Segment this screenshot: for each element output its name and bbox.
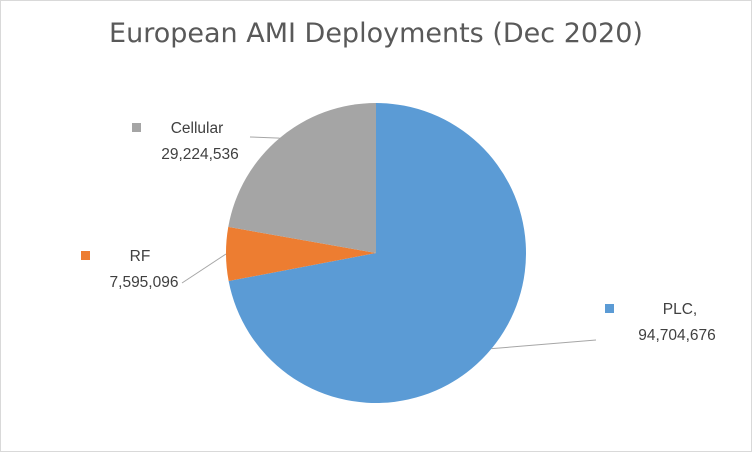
pie-slice-cellular bbox=[228, 103, 376, 253]
cellular-label-name: Cellular bbox=[171, 120, 224, 137]
plc-label-value: 94,704,676 bbox=[638, 327, 716, 344]
chart-title: European AMI Deployments (Dec 2020) bbox=[109, 18, 643, 49]
pie-slice-plc bbox=[228, 103, 527, 404]
cellular-legend-key bbox=[132, 123, 141, 132]
pie-slice-rf bbox=[226, 226, 376, 282]
cellular-label-value: 29,224,536 bbox=[161, 146, 239, 163]
leader-lines bbox=[181, 136, 597, 350]
rf-label-name: RF bbox=[130, 248, 151, 265]
rf-label-value: 7,595,096 bbox=[110, 274, 179, 291]
data-label-rf: RF 7,595,096 bbox=[81, 248, 178, 291]
data-label-cellular: Cellular 29,224,536 bbox=[132, 120, 239, 163]
plc-label-name: PLC, bbox=[663, 301, 697, 318]
leader-line-plc bbox=[491, 339, 597, 350]
leader-line-rf bbox=[181, 253, 227, 284]
pie-slices bbox=[226, 103, 527, 404]
plc-legend-key bbox=[605, 304, 614, 313]
leader-line-cellular bbox=[249, 136, 280, 139]
rf-legend-key bbox=[81, 251, 90, 260]
data-label-plc: PLC, 94,704,676 bbox=[605, 301, 716, 344]
